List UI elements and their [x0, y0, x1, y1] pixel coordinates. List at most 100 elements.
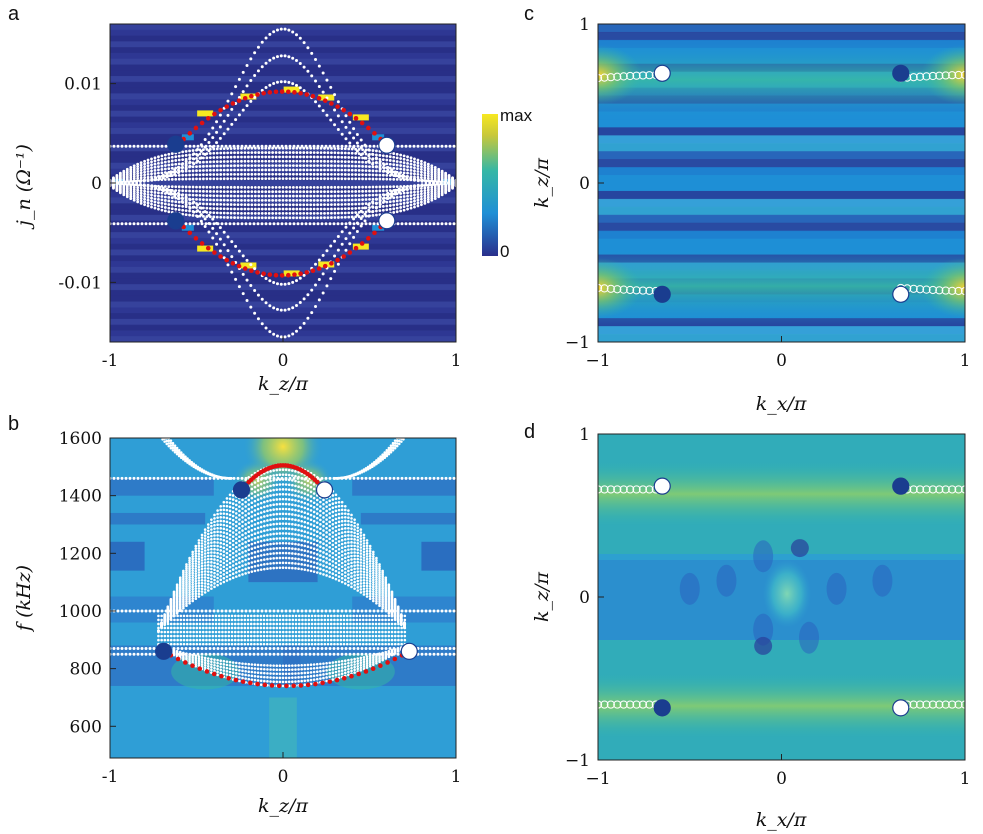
band-dot	[329, 85, 333, 89]
band-dot	[197, 576, 201, 580]
band-dot	[185, 569, 188, 572]
band-dot	[170, 174, 174, 178]
band-dot	[316, 190, 319, 194]
band-dot	[284, 497, 288, 501]
band-dot	[362, 556, 366, 559]
band-dot	[316, 164, 319, 168]
band-dot	[368, 206, 371, 209]
band-dot	[328, 672, 332, 675]
band-dot	[200, 662, 204, 666]
band-dot	[256, 663, 260, 667]
surface-arc-dot	[187, 131, 193, 136]
band-dot	[370, 462, 374, 466]
band-dot	[322, 520, 325, 524]
flat-band-dot	[268, 144, 272, 148]
band-dot	[281, 212, 285, 215]
heatmap-stripe	[110, 139, 456, 146]
surface-arc-dot	[224, 257, 230, 263]
band-dot	[337, 673, 341, 676]
band-dot	[188, 213, 191, 217]
heatmap-stripe	[110, 58, 456, 65]
flat-band-dot	[400, 144, 404, 148]
heatmap-hotspot	[372, 134, 385, 141]
band-dot	[181, 204, 185, 208]
band-dot	[259, 675, 263, 679]
band-dot	[274, 194, 278, 198]
band-dot	[326, 146, 330, 150]
band-dot	[315, 498, 319, 502]
band-dot	[243, 194, 247, 198]
band-dot	[259, 520, 263, 524]
band-dot	[361, 214, 364, 218]
band-dot	[222, 531, 226, 534]
band-dot	[197, 657, 201, 661]
band-dot	[203, 585, 207, 588]
band-dot	[236, 164, 240, 168]
band-dot	[322, 564, 325, 567]
band-dot	[336, 100, 340, 104]
band-dot	[302, 172, 306, 176]
band-dot	[160, 171, 164, 175]
flat-band-dot	[160, 222, 164, 226]
band-dot	[330, 207, 333, 211]
band-dot	[188, 177, 191, 181]
band-dot	[354, 198, 358, 202]
band-dot	[222, 185, 226, 189]
band-dot	[205, 148, 209, 151]
band-dot	[212, 168, 216, 172]
band-dot	[283, 80, 287, 84]
band-dot	[378, 574, 381, 578]
band-dot	[210, 657, 213, 661]
band-dot	[356, 570, 360, 573]
band-dot	[368, 587, 372, 590]
band-dot	[228, 660, 232, 664]
band-dot	[354, 215, 358, 219]
flat-band-dot	[332, 144, 336, 148]
band-dot	[406, 191, 409, 195]
band-dot	[260, 65, 264, 69]
band-dot	[200, 584, 204, 588]
band-dot	[222, 666, 226, 669]
band-dot	[267, 159, 271, 163]
band-dot	[375, 205, 378, 209]
band-dot	[391, 441, 395, 445]
heatmap-stripe	[110, 99, 456, 106]
flat-band-dot	[300, 144, 304, 148]
band-dot	[230, 270, 234, 274]
band-dot	[356, 586, 360, 589]
heatmap-block	[352, 596, 456, 623]
band-dot	[263, 558, 266, 561]
band-dot	[295, 203, 299, 207]
band-dot	[237, 285, 241, 289]
flat-band-dot	[124, 144, 128, 148]
band-dot	[222, 519, 226, 523]
band-dot	[294, 664, 297, 667]
band-dot	[362, 658, 366, 661]
band-dot	[362, 561, 366, 565]
surface-arc-dot	[366, 125, 371, 131]
band-dot	[271, 164, 275, 168]
band-dot	[253, 523, 257, 526]
band-dot	[321, 71, 325, 75]
band-dot	[297, 557, 300, 561]
band-dot	[275, 307, 279, 311]
band-dot	[388, 162, 392, 166]
band-dot	[402, 438, 405, 441]
band-dot	[259, 497, 263, 500]
band-dot	[323, 168, 326, 172]
band-dot	[213, 474, 216, 477]
band-dot	[274, 203, 278, 207]
band-dot	[416, 172, 420, 176]
band-dot	[395, 152, 399, 156]
band-dot	[406, 184, 409, 188]
band-dot	[272, 522, 275, 526]
band-dot	[225, 520, 229, 524]
band-dot	[433, 167, 437, 171]
band-dot	[353, 544, 356, 548]
band-dot	[315, 566, 319, 570]
band-dot	[200, 536, 204, 540]
band-dot	[238, 522, 241, 526]
band-dot	[287, 527, 291, 531]
band-dot	[347, 523, 350, 527]
band-dot	[385, 200, 389, 204]
